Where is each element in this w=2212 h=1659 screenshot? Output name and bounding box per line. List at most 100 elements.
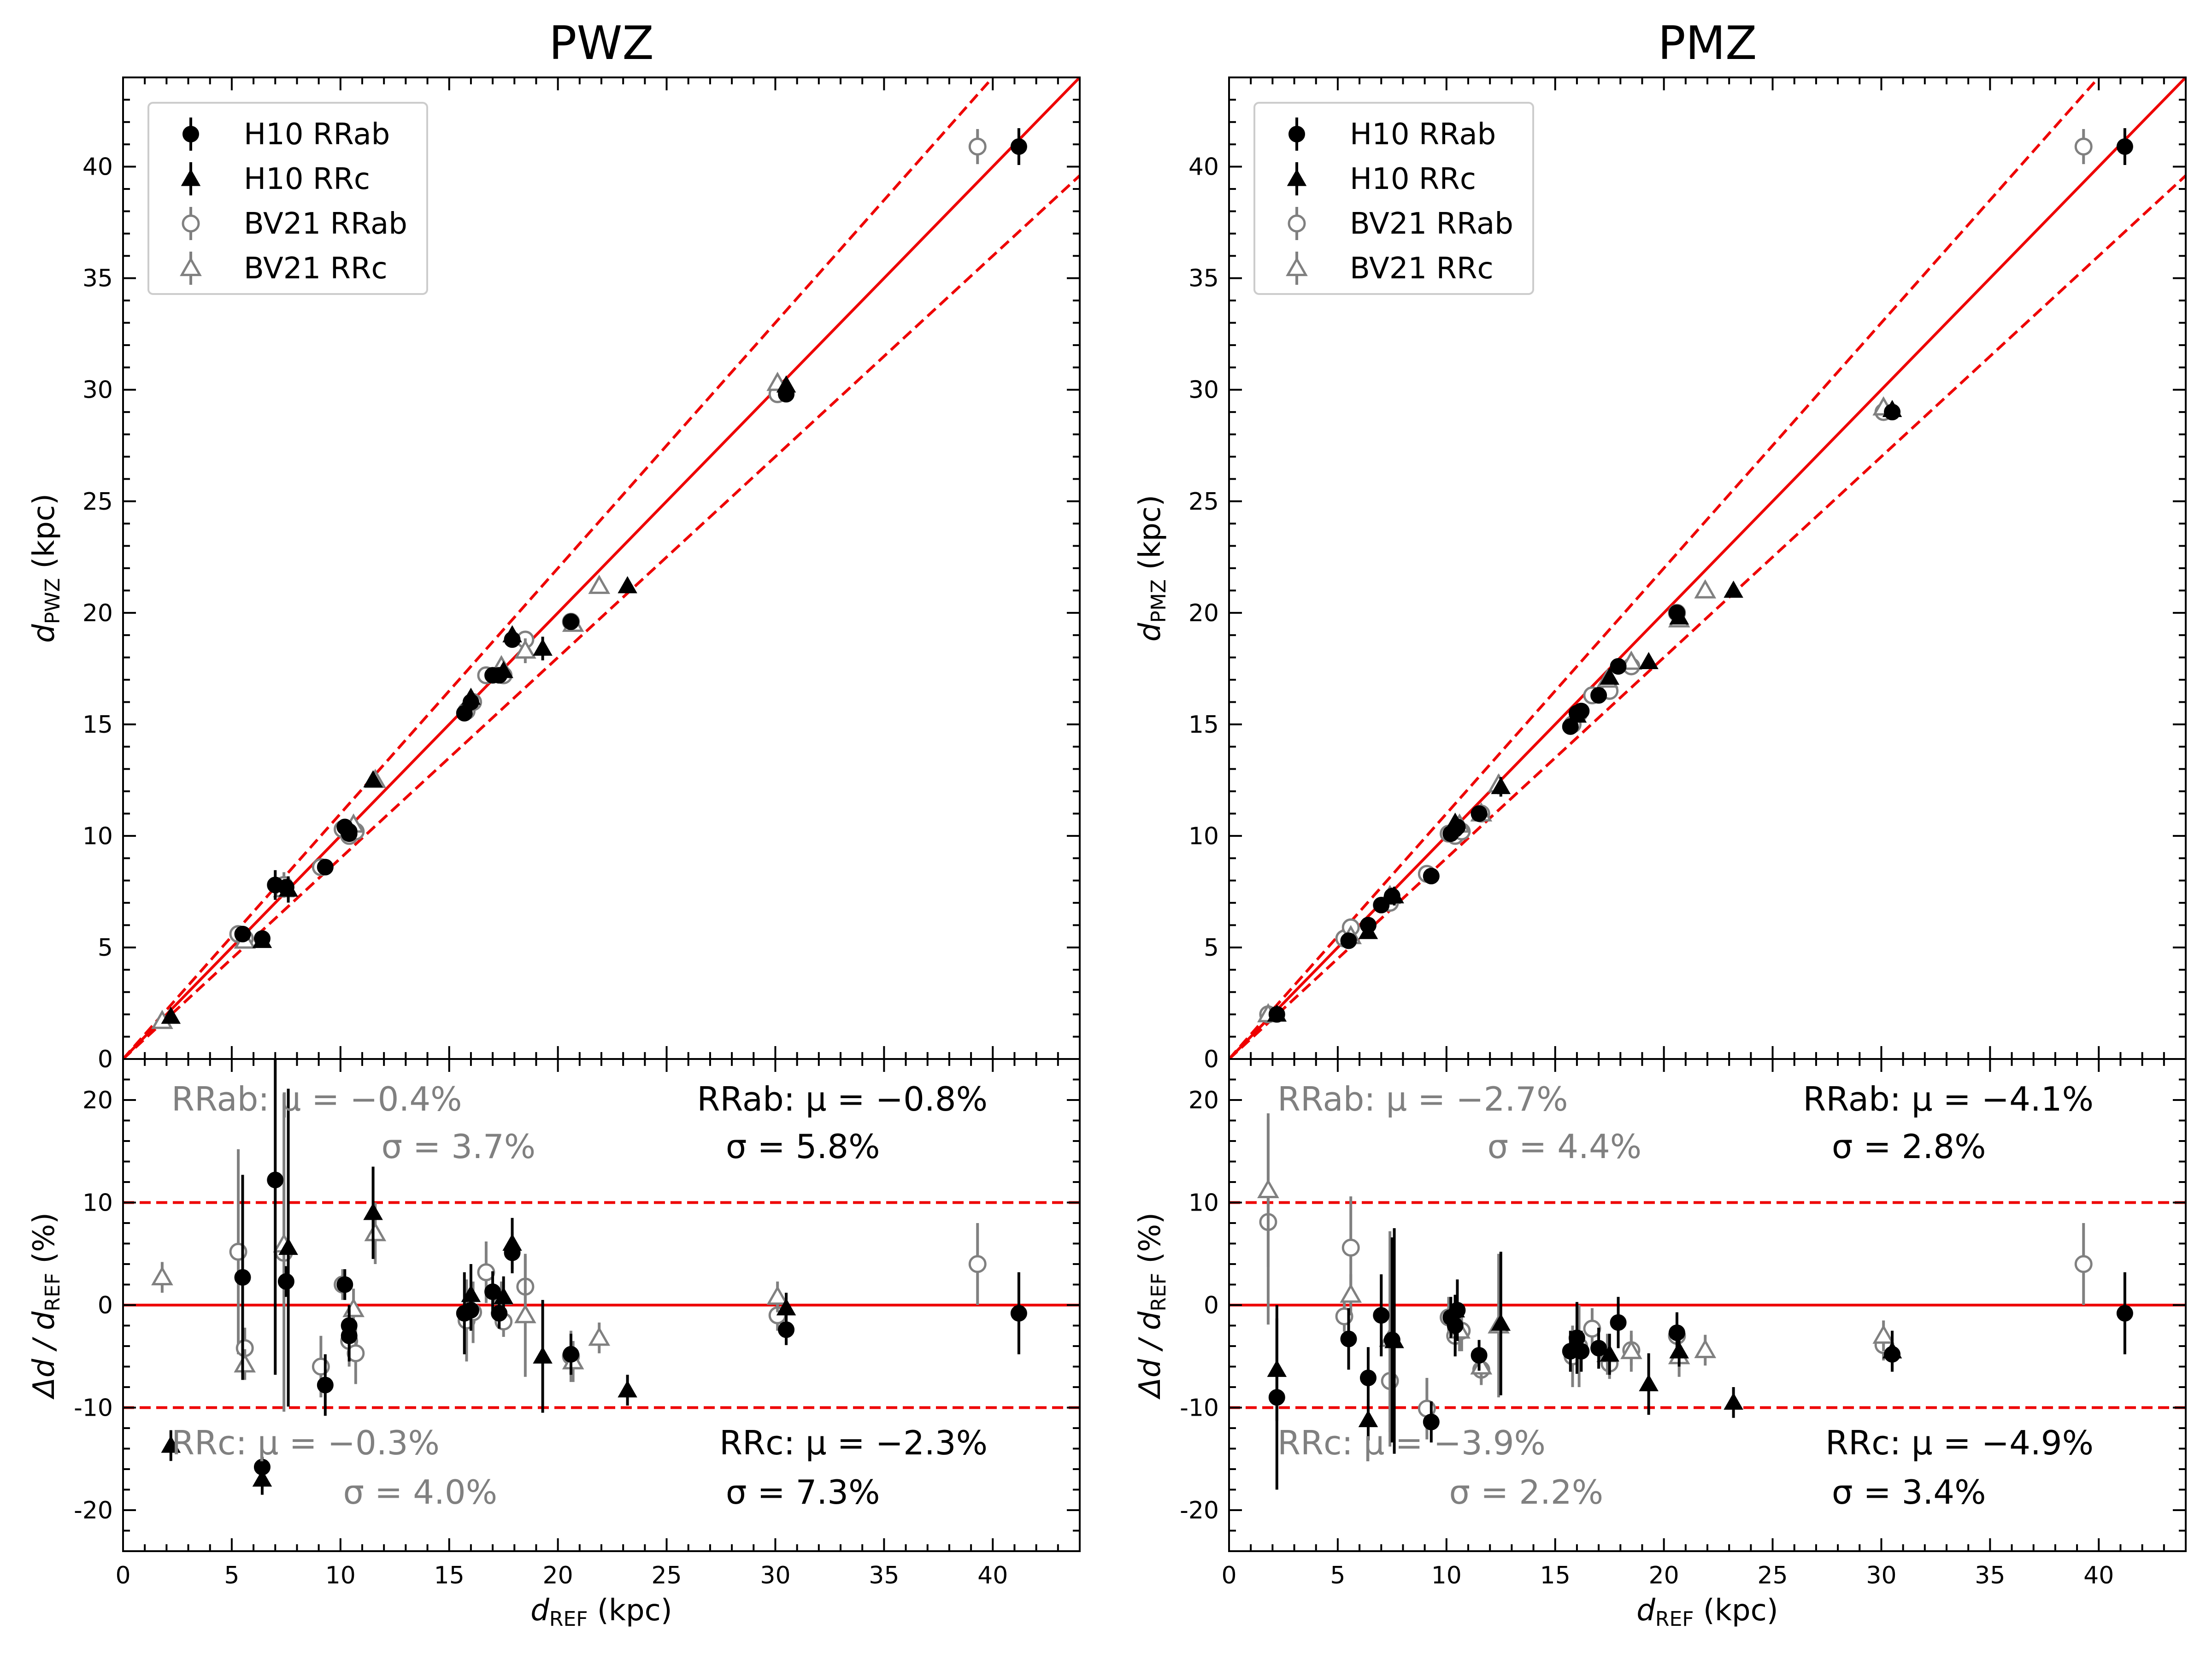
residual-point <box>1491 1313 1511 1331</box>
y-tick-label: 20 <box>82 600 113 627</box>
data-point <box>1384 886 1404 904</box>
data-point <box>317 859 334 876</box>
residual-point <box>341 1327 358 1344</box>
bv21-rrab-sigma: σ = 4.4% <box>1488 1127 1642 1166</box>
residual-point <box>494 1287 513 1304</box>
y-tick-label: 20 <box>1188 600 1219 627</box>
panel-pwz: PWZ 0 5 10 15 20 25 30 35 40 0 5 10 15 20 25 30 35 40 -20 -1… <box>27 16 1081 1631</box>
residual-point <box>1340 1330 1357 1347</box>
y-tick-label: 25 <box>1188 488 1219 516</box>
residual-point <box>588 1326 611 1346</box>
residual-reference-lines <box>123 1201 1080 1409</box>
h10-rrab-sigma: σ = 2.8% <box>1832 1127 1986 1166</box>
h10-rrab-mean: RRab: μ = −4.1% <box>1803 1080 2094 1118</box>
h10-rrc-sigma: σ = 3.4% <box>1832 1473 1986 1512</box>
x-tick-label: 35 <box>1975 1562 2005 1589</box>
bv21-rrc-mean: RRc: μ = −0.3% <box>171 1424 440 1462</box>
residual-point <box>364 1222 387 1241</box>
bv21-rrc-sigma: σ = 2.2% <box>1449 1473 1603 1512</box>
residual-series-h10-rrc <box>1267 1228 1902 1454</box>
residual-point <box>267 1171 284 1188</box>
bv21-rrc-sigma: σ = 4.0% <box>343 1473 497 1512</box>
bv21-rrab-mean: RRab: μ = −2.7% <box>1277 1080 1568 1118</box>
residual-point <box>2116 1305 2133 1322</box>
residual-point <box>336 1276 353 1293</box>
lower-10pct-line <box>123 174 1080 1059</box>
residual-point <box>151 1266 173 1286</box>
residual-data-points <box>1257 1113 2133 1490</box>
tick-labels: 0 5 10 15 20 25 30 35 40 0 5 10 15 20 25 30 35 40 -20 -10 0 1… <box>74 153 1008 1589</box>
data-point <box>363 770 383 788</box>
residual-point <box>968 1255 987 1273</box>
legend-box <box>147 102 428 295</box>
x-tick-label: 0 <box>1221 1562 1236 1589</box>
residual-point <box>1358 1410 1378 1427</box>
residual-tick-label: -20 <box>74 1497 113 1524</box>
data-point <box>514 639 536 659</box>
bv21-rrc-mean: RRc: μ = −3.9% <box>1277 1424 1546 1462</box>
x-tick-label: 30 <box>1866 1562 1896 1589</box>
y-tick-label: 10 <box>82 823 113 850</box>
x-axis-label: dREF (kpc) <box>1636 1594 1778 1631</box>
residual-point <box>278 1237 298 1255</box>
y-tick-label: 25 <box>82 488 113 516</box>
residual-point <box>234 1269 251 1286</box>
residual-tick-label: 0 <box>1204 1292 1219 1319</box>
residual-point <box>1445 1300 1465 1318</box>
h10-rrc-sigma: σ = 7.3% <box>726 1473 880 1512</box>
top-data-points <box>1257 128 2133 1024</box>
data-point <box>278 879 298 897</box>
x-tick-label: 35 <box>869 1562 899 1589</box>
legend-marker <box>1288 214 1306 233</box>
x-tick-label: 40 <box>977 1562 1008 1589</box>
data-point <box>1694 579 1717 599</box>
residual-point <box>1340 1283 1362 1303</box>
residual-tick-label: -10 <box>74 1394 113 1422</box>
residual-point <box>252 1469 272 1487</box>
data-point <box>1445 812 1465 830</box>
residual-point <box>461 1285 481 1302</box>
residual-point <box>277 1273 294 1290</box>
legend-label: BV21 RRc <box>244 252 388 286</box>
data-point <box>1267 1004 1287 1022</box>
series-h10-rrc <box>161 375 796 1024</box>
residual-point <box>1010 1305 1027 1322</box>
residual-axis-label: Δd / dREF (%) <box>1133 1212 1171 1400</box>
residual-point <box>1669 1341 1689 1359</box>
residual-point <box>1668 1324 1685 1341</box>
residual-tick-label: 10 <box>82 1189 113 1217</box>
legend-marker <box>181 169 201 186</box>
bv21-rrab-mean: RRab: μ = −0.4% <box>171 1080 462 1118</box>
residual-tick-label: -20 <box>1180 1497 1219 1524</box>
x-tick-label: 25 <box>651 1562 682 1589</box>
residual-point <box>2074 1255 2093 1273</box>
data-point <box>341 823 358 840</box>
data-point <box>968 137 987 156</box>
residual-tick-label: 10 <box>1188 1189 1219 1217</box>
residual-point <box>317 1377 334 1394</box>
data-point <box>1600 667 1619 685</box>
residual-point <box>1724 1392 1743 1410</box>
legend-label: BV21 RRc <box>1350 252 1494 286</box>
y-tick-label: 30 <box>1188 377 1219 404</box>
h10-rrab-sigma: σ = 5.8% <box>726 1127 880 1166</box>
residual-point <box>1359 1369 1377 1386</box>
residual-tick-label: -10 <box>1180 1394 1219 1422</box>
residual-point <box>1882 1341 1902 1359</box>
panel-pmz: PMZ 0 5 10 15 20 25 30 35 40 0 5 10 15 20 25 30 35 40 -20 -1… <box>1133 16 2187 1631</box>
residual-point <box>1872 1324 1895 1344</box>
y-tick-label: 10 <box>1188 823 1219 850</box>
x-tick-label: 30 <box>760 1562 790 1589</box>
y-tick-label: 40 <box>82 153 113 181</box>
residual-point <box>234 1353 256 1373</box>
chart-title: PWZ <box>549 16 654 70</box>
residual-point <box>1600 1344 1619 1362</box>
data-point <box>562 613 579 630</box>
legend-label: BV21 RRab <box>244 207 407 241</box>
legend-marker <box>1288 126 1305 142</box>
residual-point <box>1257 1179 1279 1198</box>
x-tick-label: 10 <box>325 1562 356 1589</box>
h10-rrc-mean: RRc: μ = −4.9% <box>1825 1424 2094 1462</box>
residual-point <box>562 1346 579 1363</box>
